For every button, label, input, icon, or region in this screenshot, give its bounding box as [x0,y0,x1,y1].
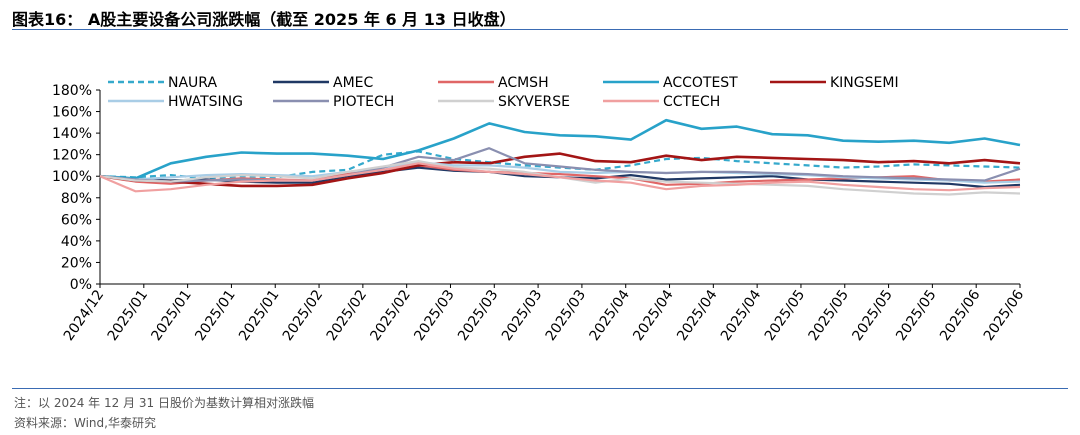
chart-note: 注：以 2024 年 12 月 31 日股价为基数计算相对涨跌幅 [14,396,314,410]
legend-label-amec: AMEC [333,75,374,91]
legend-label-accotest: ACCOTEST [663,75,738,91]
legend-label-naura: NAURA [168,75,217,91]
legend-label-piotech: PIOTECH [333,94,394,110]
y-tick-label: 120% [52,148,92,164]
legend-label-skyverse: SKYVERSE [498,94,570,110]
line-chart: 0% 20% 40% 60% 80% 100% 120% 140% 160% 180% 2024/1… [52,75,1027,344]
y-tick-label: 60% [61,212,92,228]
y-tick-label: 0% [70,277,92,293]
series-layer [99,118,1021,196]
x-tick-label: 2025/03 [499,287,545,344]
footer-divider [12,388,1068,389]
chart-title: 图表16： A股主要设备公司涨跌幅（截至 2025 年 6 月 13 日收盘） [12,10,516,29]
x-tick-label: 2025/01 [236,287,282,344]
x-tick-label: 2025/05 [849,287,895,344]
x-tick-label: 2025/05 [893,287,939,344]
x-tick-label: 2025/03 [455,287,501,344]
header-divider [12,29,1068,30]
x-tick-label: 2025/01 [105,287,151,344]
y-tick-label: 40% [61,234,92,250]
legend-label-kingsemi: KINGSEMI [830,75,899,91]
x-tick-label: 2025/01 [192,287,238,344]
chart-axes: 0% 20% 40% 60% 80% 100% 120% 140% 160% 180% 2024/1… [52,83,1027,344]
legend-label-cctech: CCTECH [663,94,720,110]
series-line-accotest [99,118,1021,180]
x-tick-label: 2025/04 [718,287,765,344]
x-tick-label: 2025/03 [411,287,457,344]
legend-label-hwatsing: HWATSING [168,94,243,110]
x-tick-label: 2025/03 [543,287,589,344]
x-tick-label: 2024/12 [61,287,107,344]
y-tick-label: 20% [61,255,92,271]
x-tick-label: 2025/05 [806,287,852,344]
x-tick-label: 2025/04 [630,287,677,344]
series-line-cctech [99,162,1021,193]
y-tick-label: 180% [52,83,92,99]
x-tick-label: 2025/02 [367,287,413,344]
legend-label-acmsh: ACMSH [498,75,549,91]
x-tick-label: 2025/05 [762,287,808,344]
series-line-piotech [99,147,1021,183]
x-tick-label: 2025/06 [937,287,984,344]
chart-legend: NAURA AMEC ACMSH ACCOTEST KINGSEMI HWATSING PI… [108,75,899,110]
x-tick-label: 2025/01 [148,287,194,344]
chart-source: 资料来源：Wind,华泰研究 [14,416,156,430]
y-tick-label: 160% [52,105,92,121]
x-tick-label: 2025/06 [981,287,1028,344]
x-tick-label: 2025/02 [280,287,326,344]
x-tick-label: 2025/04 [674,287,721,344]
series-line-kingsemi [99,152,1021,188]
x-tick-label: 2025/02 [324,287,370,344]
y-tick-label: 100% [52,169,92,185]
y-tick-label: 80% [61,191,92,207]
x-tick-label: 2025/04 [587,287,634,344]
y-tick-label: 140% [52,126,92,142]
